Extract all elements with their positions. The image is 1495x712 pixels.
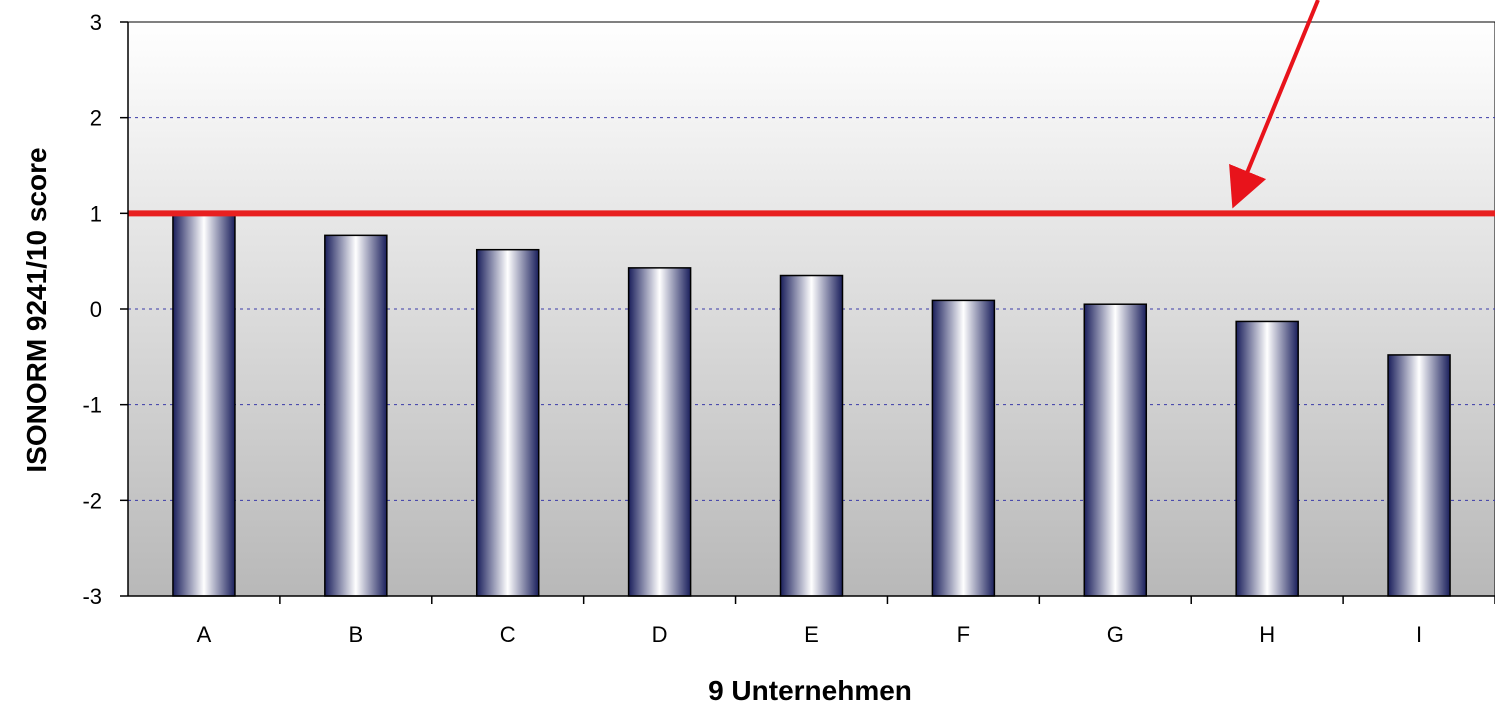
- bar-i: [1387, 354, 1451, 597]
- x-tick-label: C: [500, 622, 516, 647]
- bar-f: [931, 299, 996, 597]
- bar-g: [1083, 303, 1148, 597]
- y-tick-label: -2: [82, 488, 102, 513]
- x-tick-label: B: [348, 622, 363, 647]
- x-tick-label: G: [1107, 622, 1124, 647]
- x-tick-label: F: [957, 622, 970, 647]
- y-axis-title: ISONORM 9241/10 score: [21, 147, 52, 472]
- x-axis-ticks: A B C D E F G H I: [197, 596, 1495, 647]
- annotation-arrow: [1229, 0, 1320, 209]
- x-tick-label: A: [197, 622, 212, 647]
- bar-b: [324, 234, 388, 597]
- y-tick-label: -3: [82, 584, 102, 609]
- y-tick-label: -1: [82, 393, 102, 418]
- bar-e: [779, 274, 844, 597]
- y-tick-label: 3: [90, 10, 102, 35]
- y-axis-ticks: -3 -2 -1 0 1 2 3: [82, 10, 128, 609]
- bar-h: [1235, 320, 1299, 597]
- y-tick-label: 2: [90, 106, 102, 131]
- x-tick-label: H: [1259, 622, 1275, 647]
- y-tick-label: 1: [90, 201, 102, 226]
- bars: [172, 212, 1451, 597]
- x-tick-label: E: [804, 622, 819, 647]
- bar-a: [172, 212, 236, 597]
- bar-c: [475, 248, 540, 597]
- x-axis-title: 9 Unternehmen: [708, 675, 912, 706]
- y-tick-label: 0: [90, 297, 102, 322]
- x-tick-label: D: [652, 622, 668, 647]
- x-tick-label: I: [1416, 622, 1422, 647]
- bar-d: [627, 267, 692, 597]
